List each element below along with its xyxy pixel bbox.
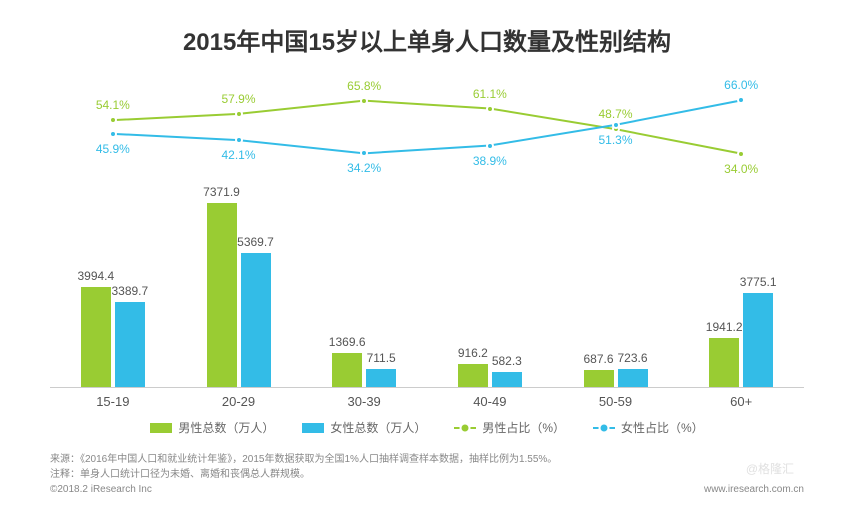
- legend-label: 女性占比（%）: [621, 419, 704, 436]
- bar-group: 1369.6711.5: [332, 353, 396, 387]
- xaxis-label: 50-59: [553, 394, 679, 409]
- bar-value-label: 1941.2: [706, 320, 743, 334]
- line-marker: [235, 110, 243, 118]
- line-marker: [109, 116, 117, 124]
- line-marker: [486, 105, 494, 113]
- footer: 来源：《2016年中国人口和就业统计年鉴》，2015年数据获取为全国1%人口抽样…: [50, 452, 804, 497]
- xaxis-label: 15-19: [50, 394, 176, 409]
- line-value-label: 51.3%: [598, 133, 632, 147]
- xaxis-label: 40-49: [427, 394, 553, 409]
- line-region: 54.1% 57.9% 65.8% 61.1% 48.7% 34.0% 45.9% 42.1%…: [50, 77, 804, 177]
- bar-male_count: 1369.6: [332, 353, 362, 387]
- legend-label: 男性总数（万人）: [178, 419, 274, 436]
- xaxis-label: 20-29: [176, 394, 302, 409]
- xaxis-label: 30-39: [301, 394, 427, 409]
- bar-male_count: 916.2: [458, 364, 488, 387]
- legend-swatch-line: [593, 427, 615, 429]
- bar-female_count: 3389.7: [115, 302, 145, 387]
- line-value-label: 45.9%: [96, 142, 130, 156]
- legend-swatch-line: [454, 427, 476, 429]
- legend-item: 男性总数（万人）: [150, 419, 274, 436]
- bar-female_count: 5369.7: [241, 253, 271, 387]
- line-marker: [109, 130, 117, 138]
- bar-female_count: 723.6: [618, 369, 648, 387]
- bar-region: 3994.43389.77371.95369.71369.6711.5916.2…: [50, 187, 804, 387]
- line-value-label: 66.0%: [724, 78, 758, 92]
- bar-value-label: 916.2: [458, 346, 488, 360]
- bar-value-label: 3389.7: [111, 284, 148, 298]
- legend-item: 女性总数（万人）: [302, 419, 426, 436]
- line-marker: [737, 96, 745, 104]
- bar-group: 687.6723.6: [584, 369, 648, 387]
- legend-label: 女性总数（万人）: [330, 419, 426, 436]
- bar-value-label: 7371.9: [203, 185, 240, 199]
- bar-value-label: 3994.4: [77, 269, 114, 283]
- legend-item: 男性占比（%）: [454, 419, 565, 436]
- legend-swatch-bar: [150, 423, 172, 433]
- legend: 男性总数（万人） 女性总数（万人） 男性占比（%） 女性占比（%）: [0, 419, 854, 436]
- bar-male_count: 687.6: [584, 370, 614, 387]
- line-male_pct: [113, 101, 741, 154]
- line-marker: [235, 136, 243, 144]
- line-value-label: 42.1%: [221, 148, 255, 162]
- line-female_pct: [113, 100, 741, 153]
- line-value-label: 38.9%: [473, 154, 507, 168]
- line-marker: [612, 121, 620, 129]
- bar-female_count: 711.5: [366, 369, 396, 387]
- footer-source: 来源：《2016年中国人口和就业统计年鉴》，2015年数据获取为全国1%人口抽样…: [50, 452, 804, 467]
- footer-url: www.iresearch.com.cn: [704, 482, 804, 497]
- line-value-label: 54.1%: [96, 98, 130, 112]
- line-marker: [360, 97, 368, 105]
- legend-label: 男性占比（%）: [482, 419, 565, 436]
- line-marker: [737, 150, 745, 158]
- line-value-label: 65.8%: [347, 79, 381, 93]
- line-marker: [360, 149, 368, 157]
- footer-note: 注释：单身人口统计口径为未婚、离婚和丧偶总人群规模。: [50, 467, 804, 482]
- legend-swatch-bar: [302, 423, 324, 433]
- bar-male_count: 7371.9: [207, 203, 237, 387]
- line-value-label: 48.7%: [598, 107, 632, 121]
- bar-female_count: 582.3: [492, 372, 522, 387]
- bar-female_count: 3775.1: [743, 293, 773, 387]
- bar-value-label: 5369.7: [237, 235, 274, 249]
- xaxis-label: 60+: [678, 394, 804, 409]
- bar-male_count: 3994.4: [81, 287, 111, 387]
- chart-title: 2015年中国15岁以上单身人口数量及性别结构: [0, 0, 854, 57]
- line-value-label: 61.1%: [473, 87, 507, 101]
- line-value-label: 57.9%: [221, 92, 255, 106]
- footer-copyright: ©2018.2 iResearch Inc: [50, 482, 804, 497]
- bar-value-label: 687.6: [583, 352, 613, 366]
- bar-value-label: 582.3: [492, 354, 522, 368]
- line-svg: [50, 77, 804, 177]
- xaxis: 15-1920-2930-3940-4950-5960+: [50, 387, 804, 417]
- bar-group: 1941.23775.1: [709, 293, 773, 387]
- bar-value-label: 3775.1: [740, 275, 777, 289]
- bar-group: 916.2 582.3: [458, 364, 522, 387]
- bar-value-label: 723.6: [617, 351, 647, 365]
- bar-value-label: 1369.6: [329, 335, 366, 349]
- legend-item: 女性占比（%）: [593, 419, 704, 436]
- bar-group: 7371.95369.7: [207, 203, 271, 387]
- line-marker: [486, 142, 494, 150]
- bar-group: 3994.43389.7: [81, 287, 145, 387]
- bar-male_count: 1941.2: [709, 338, 739, 387]
- line-value-label: 34.2%: [347, 161, 381, 175]
- line-value-label: 34.0%: [724, 162, 758, 176]
- bar-value-label: 711.5: [367, 351, 396, 365]
- chart-area: 54.1% 57.9% 65.8% 61.1% 48.7% 34.0% 45.9% 42.1%…: [50, 77, 804, 417]
